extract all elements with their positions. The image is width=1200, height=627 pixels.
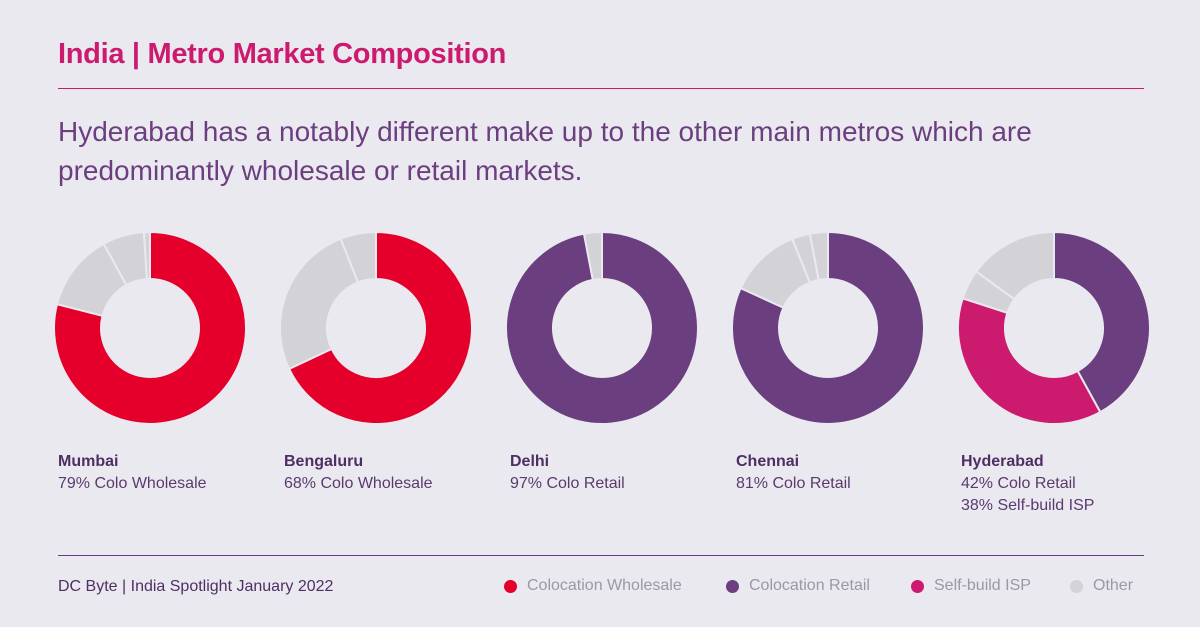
source-note: DC Byte | India Spotlight January 2022	[58, 578, 334, 595]
metro-caption: 42% Colo Retail	[961, 475, 1076, 492]
donut-slice-colocation-wholesale-0	[53, 230, 247, 425]
donut-slice-colocation-retail-0	[731, 230, 925, 425]
metro-label-bengaluru: Bengaluru 68% Colo Wholesale	[284, 451, 484, 495]
metro-name: Bengaluru	[284, 453, 364, 470]
metro-name: Chennai	[736, 453, 800, 470]
metro-name: Mumbai	[58, 453, 119, 470]
metro-caption: 38% Self-build ISP	[961, 497, 1095, 514]
donut-slice-other-2	[339, 230, 377, 284]
donut-delhi	[505, 230, 699, 425]
metro-label-chennai: Chennai 81% Colo Retail	[736, 451, 936, 495]
metro-label-hyderabad: Hyderabad 42% Colo Retail 38% Self-build…	[961, 451, 1161, 517]
legend-label: Colocation Wholesale	[527, 577, 682, 594]
donut-slice-colocation-retail-0	[1053, 230, 1151, 414]
legend-item-colocation-retail: Colocation Retail	[726, 577, 870, 595]
legend-dot	[504, 579, 517, 593]
metro-name: Hyderabad	[961, 453, 1044, 470]
metro-label-delhi: Delhi 97% Colo Retail	[510, 451, 710, 495]
legend-dot	[1070, 579, 1083, 593]
legend-dot	[911, 579, 924, 593]
donut-slice-other-3	[974, 230, 1055, 301]
legend-dot	[726, 579, 739, 593]
donut-slice-colocation-wholesale-0	[287, 230, 473, 425]
legend-item-other: Other	[1070, 577, 1133, 595]
donut-slice-self-build-isp-1	[957, 297, 1102, 425]
metro-caption: 68% Colo Wholesale	[284, 475, 433, 492]
donut-bengaluru	[279, 230, 473, 425]
page-title: India | Metro Market Composition	[58, 38, 507, 70]
metro-caption: 97% Colo Retail	[510, 475, 625, 492]
metro-caption: 81% Colo Retail	[736, 475, 851, 492]
donut-slice-other-1	[582, 230, 603, 282]
legend-label: Colocation Retail	[749, 577, 870, 594]
footer-divider	[58, 555, 1144, 556]
title-divider	[58, 88, 1144, 89]
donut-slice-other-3	[808, 230, 829, 282]
metro-name: Delhi	[510, 453, 550, 470]
donut-hyderabad	[957, 230, 1151, 425]
donut-slice-other-3	[142, 230, 151, 281]
legend-label: Other	[1093, 577, 1134, 594]
metro-caption: 79% Colo Wholesale	[58, 475, 207, 492]
subtitle: Hyderabad has a notably different make u…	[58, 116, 1032, 186]
donut-mumbai	[53, 230, 247, 425]
metro-label-mumbai: Mumbai 79% Colo Wholesale	[58, 451, 258, 495]
legend-item-colocation-wholesale: Colocation Wholesale	[504, 577, 682, 595]
donut-slice-colocation-retail-0	[505, 230, 699, 425]
donut-chennai	[731, 230, 925, 425]
legend-item-self-build-isp: Self-build ISP	[911, 577, 1031, 595]
legend-label: Self-build ISP	[934, 577, 1031, 594]
donut-slice-other-1	[279, 237, 360, 371]
